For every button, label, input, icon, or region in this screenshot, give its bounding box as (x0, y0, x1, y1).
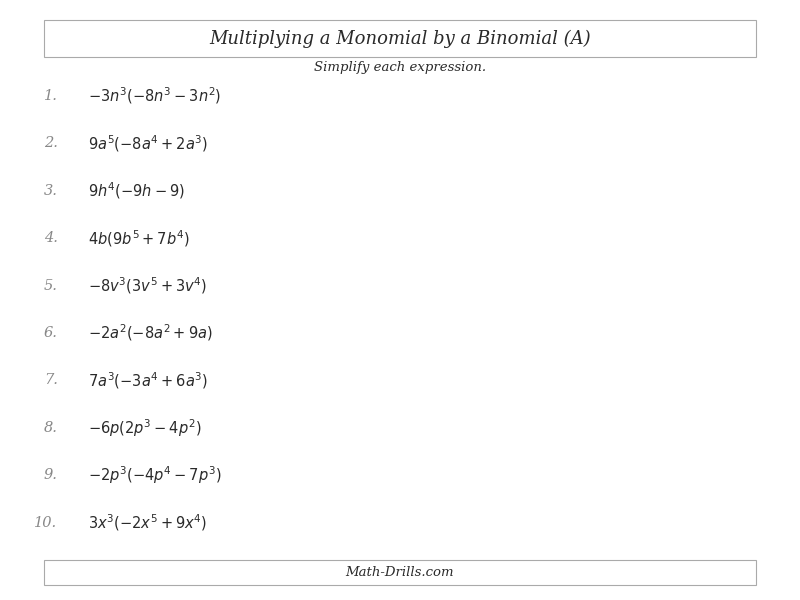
FancyBboxPatch shape (44, 20, 756, 57)
Text: 2.: 2. (44, 136, 58, 151)
Text: Multiplying a Monomial by a Binomial (A): Multiplying a Monomial by a Binomial (A) (209, 29, 591, 47)
Text: Simplify each expression.: Simplify each expression. (314, 61, 486, 74)
Text: $9h^4(-9h - 9)$: $9h^4(-9h - 9)$ (88, 181, 185, 201)
Text: 1.: 1. (44, 89, 58, 103)
Text: $-3n^3(-8n^3 - 3n^2)$: $-3n^3(-8n^3 - 3n^2)$ (88, 86, 222, 106)
Text: $-2p^3(-4p^4 - 7p^3)$: $-2p^3(-4p^4 - 7p^3)$ (88, 464, 222, 486)
Text: $3x^3(-2x^5 + 9x^4)$: $3x^3(-2x^5 + 9x^4)$ (88, 512, 207, 533)
Text: 5.: 5. (44, 278, 58, 293)
Text: $4b(9b^5 + 7b^4)$: $4b(9b^5 + 7b^4)$ (88, 228, 190, 248)
Text: 10.: 10. (34, 515, 58, 530)
FancyBboxPatch shape (44, 560, 756, 585)
Text: $-6p(2p^3 - 4p^2)$: $-6p(2p^3 - 4p^2)$ (88, 417, 202, 439)
Text: 3.: 3. (44, 184, 58, 198)
Text: 7.: 7. (44, 373, 58, 388)
Text: $-2a^2(-8a^2 + 9a)$: $-2a^2(-8a^2 + 9a)$ (88, 323, 213, 343)
Text: Math-Drills.com: Math-Drills.com (346, 566, 454, 579)
Text: 9.: 9. (44, 468, 58, 482)
Text: 8.: 8. (44, 421, 58, 435)
Text: 4.: 4. (44, 231, 58, 245)
Text: $-8v^3(3v^5 + 3v^4)$: $-8v^3(3v^5 + 3v^4)$ (88, 275, 207, 296)
Text: $7a^3(-3a^4 + 6a^3)$: $7a^3(-3a^4 + 6a^3)$ (88, 370, 208, 391)
Text: 6.: 6. (44, 326, 58, 340)
Text: $9a^5(-8a^4 + 2a^3)$: $9a^5(-8a^4 + 2a^3)$ (88, 133, 208, 154)
